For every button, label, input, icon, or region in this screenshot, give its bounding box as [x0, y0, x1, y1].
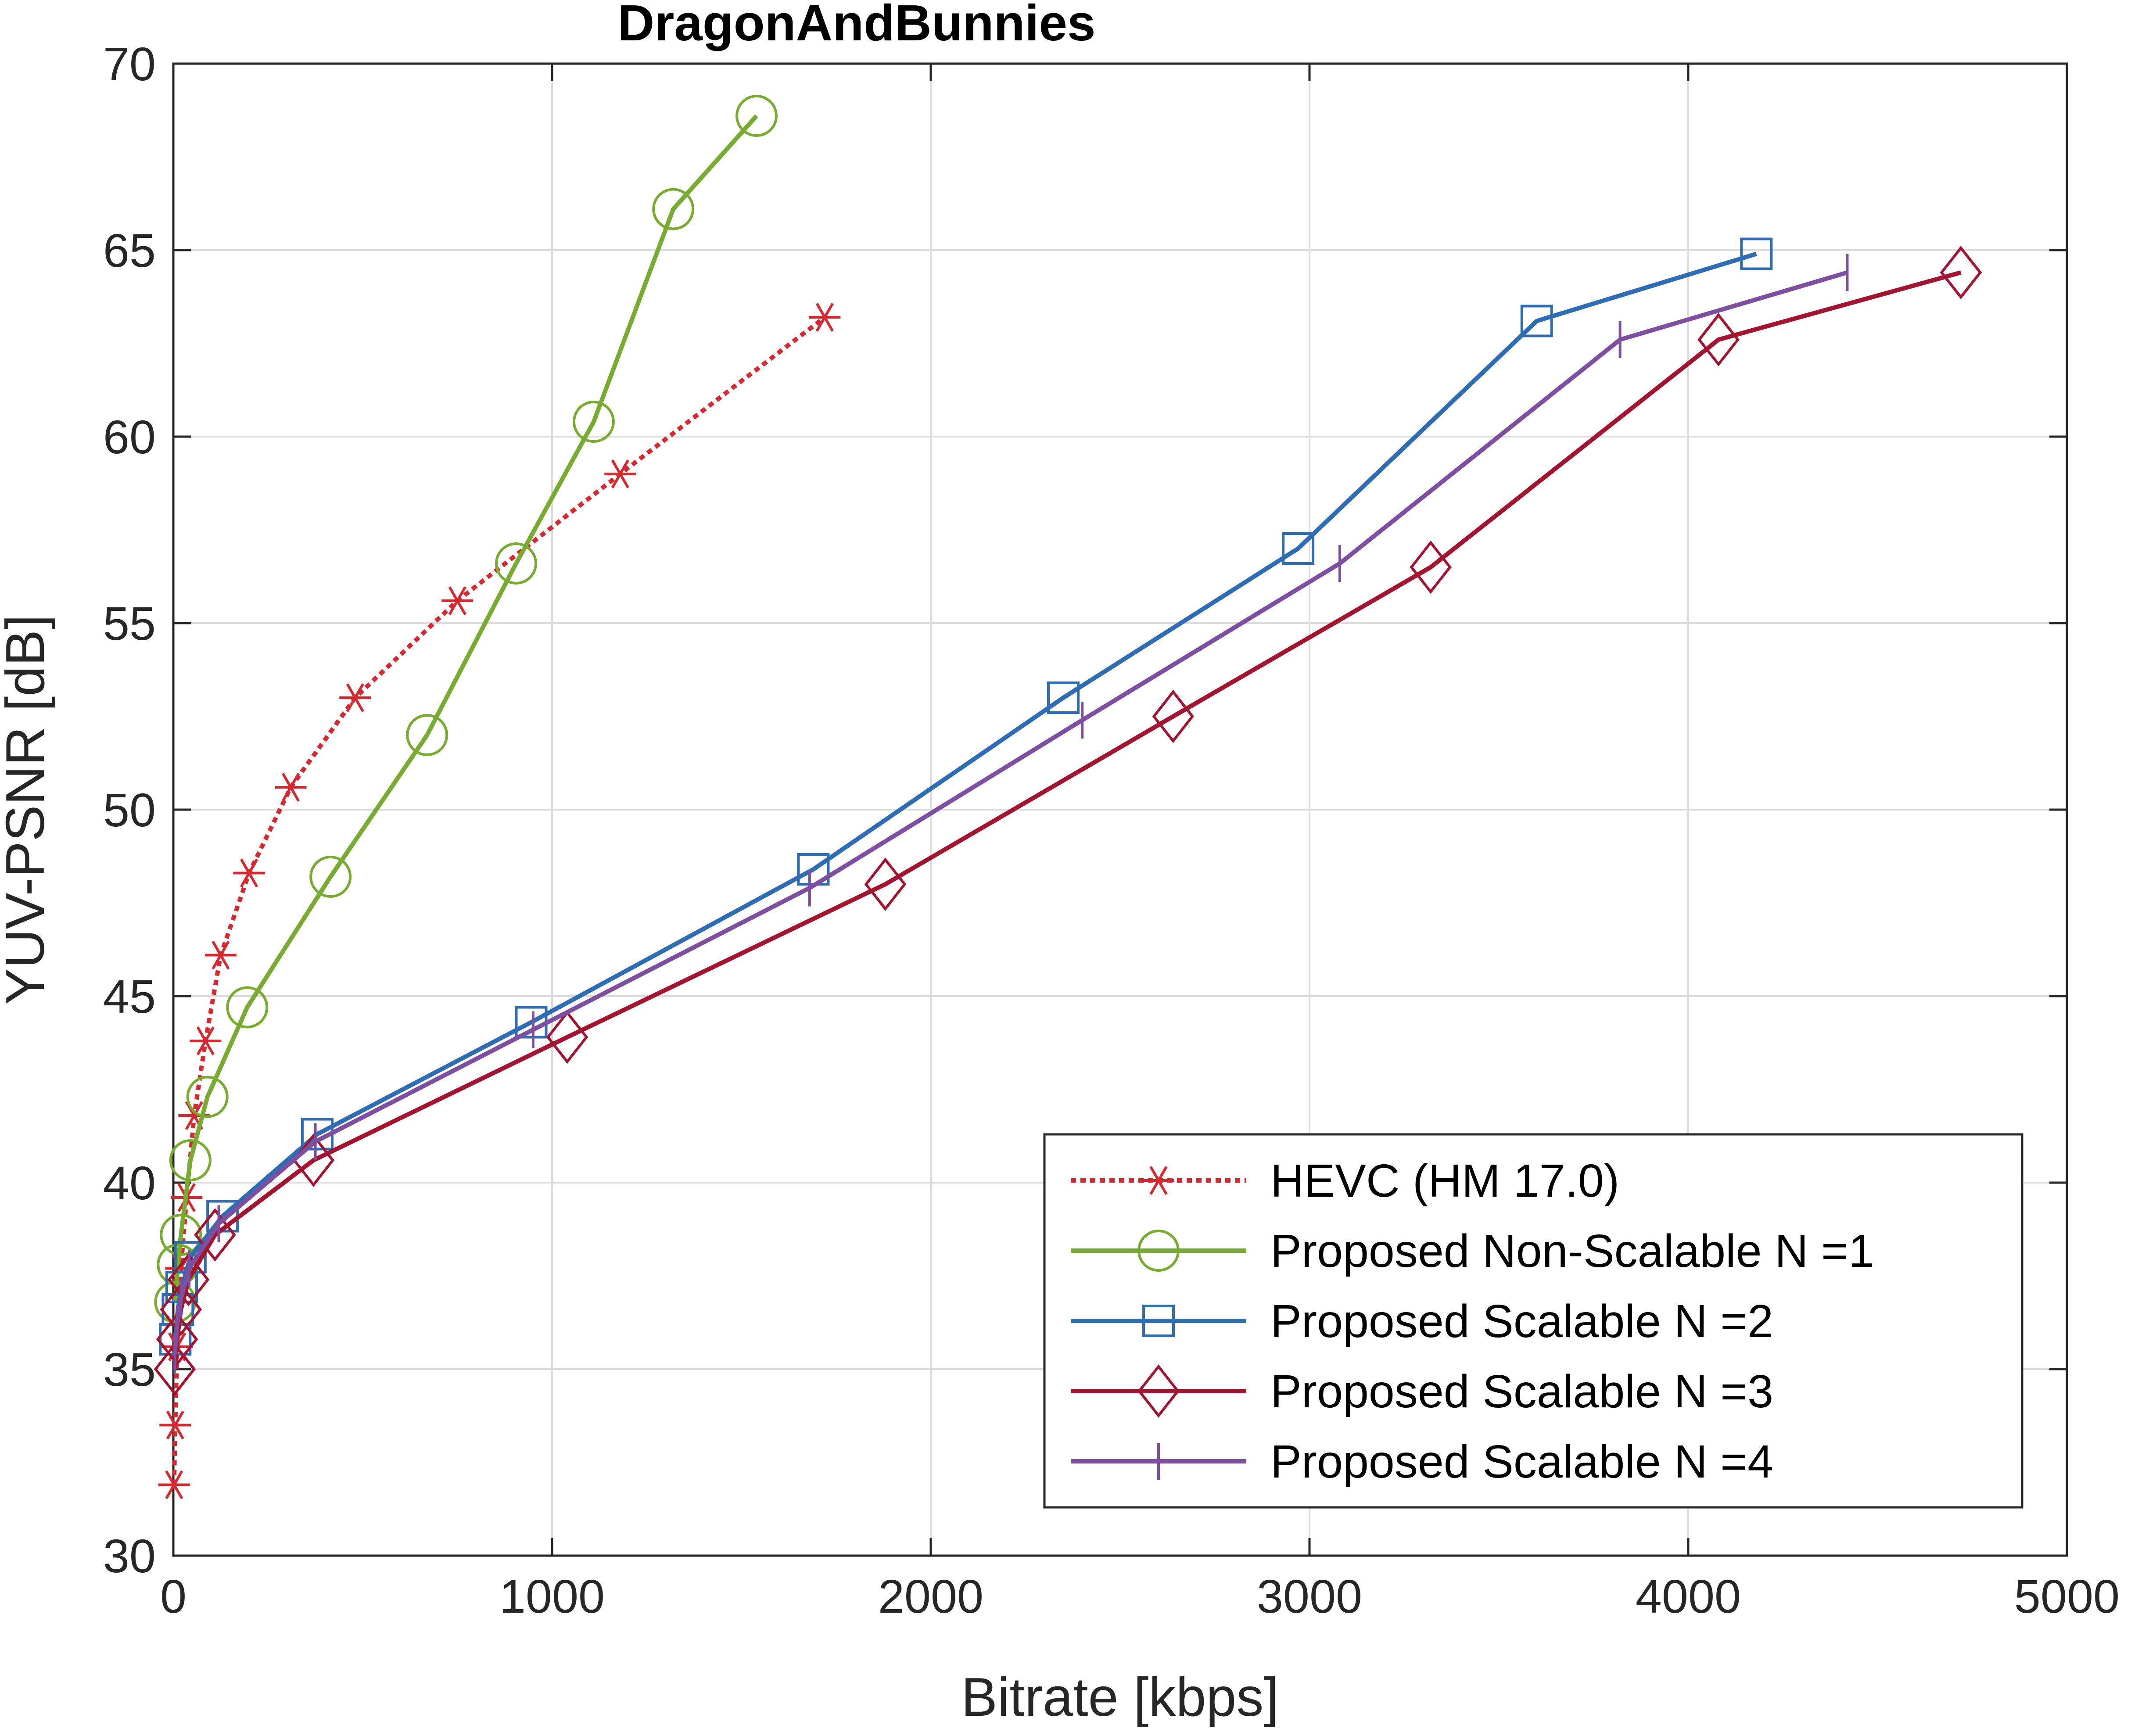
data-point-asterisk — [275, 773, 307, 802]
x-tick-label: 3000 — [1257, 1570, 1362, 1623]
legend-entry-5: Proposed Scalable N =4 — [1071, 1436, 1773, 1488]
data-point-circle — [169, 1139, 212, 1181]
axis-ticks: 0 1000 2000 3000 4000 5000 30 35 40 45 50 55 60 65 70 — [103, 37, 2120, 1623]
legend-label: Proposed Scalable N =2 — [1270, 1295, 1773, 1347]
data-point-asterisk — [233, 858, 265, 888]
y-tick-label: 70 — [103, 37, 156, 90]
legend-entry-1: HEVC (HM 17.0) — [1071, 1155, 1619, 1207]
legend-label: Proposed Scalable N =4 — [1270, 1436, 1773, 1488]
data-point-diamond — [1137, 1364, 1180, 1418]
series-5 — [172, 254, 1849, 1373]
data-point-circle — [186, 1076, 229, 1118]
data-point-square — [1740, 237, 1773, 270]
grid — [173, 64, 2067, 1556]
data-point-circle — [406, 714, 448, 756]
data-point-diamond — [154, 1342, 196, 1396]
data-series — [154, 95, 1982, 1499]
data-point-asterisk — [159, 1410, 191, 1440]
x-tick-label: 1000 — [499, 1570, 605, 1623]
x-axis-label: Bitrate [kbps] — [961, 1667, 1279, 1728]
data-point-circle — [652, 188, 695, 230]
legend: HEVC (HM 17.0) Proposed Non-Scalable N =1… — [1043, 1133, 2023, 1509]
x-tick-label: 2000 — [878, 1570, 983, 1623]
data-point-asterisk — [441, 586, 474, 615]
legend-entry-4: Proposed Scalable N =3 — [1071, 1364, 1773, 1418]
data-point-diamond — [167, 1253, 210, 1306]
data-point-square — [1142, 1305, 1175, 1337]
legend-label: HEVC (HM 17.0) — [1270, 1155, 1619, 1207]
data-point-asterisk — [190, 1026, 222, 1055]
y-tick-label: 50 — [103, 783, 156, 836]
data-point-square — [1520, 305, 1553, 337]
data-point-diamond — [864, 857, 907, 911]
data-point-diamond — [1410, 540, 1452, 594]
data-point-diamond — [194, 1208, 236, 1262]
data-point-asterisk — [158, 1470, 190, 1499]
data-point-circle — [226, 986, 269, 1029]
data-point-circle — [572, 401, 615, 443]
y-tick-label: 30 — [103, 1529, 156, 1582]
data-point-asterisk — [809, 303, 841, 332]
series-1 — [158, 303, 841, 1499]
data-point-diamond — [160, 1283, 202, 1336]
data-point-asterisk — [339, 683, 371, 712]
y-tick-label: 45 — [103, 970, 156, 1023]
y-tick-label: 55 — [103, 597, 156, 650]
chart-title: DragonAndBunnies — [617, 0, 1095, 51]
legend-box — [1043, 1133, 2023, 1509]
data-point-diamond — [1940, 246, 1982, 299]
y-axis-label: YUV-PSNR [dB] — [0, 615, 56, 1005]
legend-entry-3: Proposed Scalable N =2 — [1071, 1295, 1773, 1347]
data-point-circle — [735, 95, 778, 137]
x-tick-label: 0 — [160, 1570, 187, 1623]
x-tick-label: 5000 — [2014, 1570, 2120, 1623]
legend-label: Proposed Scalable N =3 — [1270, 1366, 1773, 1417]
y-tick-label: 40 — [103, 1156, 156, 1209]
y-tick-label: 65 — [103, 224, 156, 277]
data-point-square — [1047, 681, 1080, 714]
data-point-asterisk — [1143, 1166, 1174, 1195]
data-point-circle — [160, 1214, 202, 1256]
legend-entries: HEVC (HM 17.0) Proposed Non-Scalable N =1… — [1071, 1155, 1874, 1488]
data-point-asterisk — [204, 940, 237, 970]
series-line — [173, 114, 758, 1302]
series-2 — [154, 95, 778, 1323]
data-point-diamond — [1697, 313, 1740, 366]
data-point-circle — [1137, 1230, 1180, 1272]
data-point-circle — [309, 856, 352, 898]
data-point-diamond — [1152, 689, 1195, 743]
data-point-square — [1282, 532, 1315, 565]
legend-entry-2: Proposed Non-Scalable N =1 — [1071, 1225, 1874, 1277]
y-tick-label: 60 — [103, 410, 156, 463]
data-point-asterisk — [604, 459, 636, 488]
data-point-diamond — [156, 1313, 198, 1366]
data-point-diamond — [546, 1010, 588, 1064]
x-tick-label: 4000 — [1636, 1570, 1741, 1623]
data-point-circle — [495, 542, 538, 585]
legend-label: Proposed Non-Scalable N =1 — [1270, 1225, 1874, 1277]
y-tick-label: 35 — [103, 1343, 156, 1396]
